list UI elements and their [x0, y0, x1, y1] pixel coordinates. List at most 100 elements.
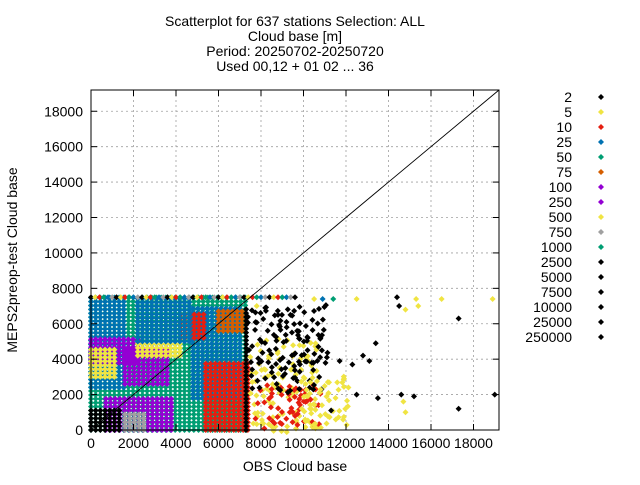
data-point-250 — [163, 407, 170, 414]
data-point-500 — [278, 428, 285, 435]
data-point-50 — [181, 391, 188, 398]
data-point-5 — [102, 350, 109, 357]
data-point-25 — [176, 334, 183, 341]
legend-label: 100 — [549, 179, 573, 195]
data-point-2500 — [287, 387, 294, 394]
data-point-75 — [220, 312, 227, 319]
data-point-25 — [236, 348, 243, 355]
data-point-25 — [116, 380, 123, 387]
data-point-50 — [172, 372, 179, 379]
data-point-25 — [222, 332, 229, 339]
data-point-10 — [221, 415, 228, 422]
data-point-10 — [191, 315, 198, 322]
data-point-10 — [207, 423, 214, 430]
y-tick-label: 16000 — [44, 139, 83, 155]
data-point-25 — [194, 375, 201, 382]
data-point-50 — [195, 415, 202, 422]
data-point-25 — [199, 348, 206, 355]
data-point-25 — [134, 311, 141, 318]
data-point-50 — [172, 419, 179, 426]
data-point-500 — [254, 409, 261, 416]
data-point-50 — [237, 298, 244, 305]
data-point-250 — [126, 361, 133, 368]
data-point-10 — [212, 360, 219, 367]
data-point-50 — [195, 419, 202, 426]
data-point-10 — [200, 334, 207, 341]
data-point-50 — [172, 411, 179, 418]
data-point-75 — [215, 327, 222, 334]
data-point-10 — [226, 368, 233, 375]
x-tick-label: 2000 — [118, 435, 149, 451]
data-point-25 — [167, 330, 174, 337]
data-point-50 — [97, 403, 104, 410]
data-point-750 — [109, 294, 116, 301]
data-point-25 — [167, 322, 174, 329]
x-tick-label: 10000 — [284, 435, 323, 451]
data-point-250 — [163, 399, 170, 406]
data-point-25 — [116, 329, 123, 336]
data-point-50 — [97, 388, 104, 395]
data-point-250 — [158, 419, 165, 426]
data-point-25 — [153, 330, 160, 337]
data-point-100 — [102, 340, 109, 347]
data-point-10 — [230, 407, 237, 414]
chart-title-line: Scatterplot for 637 stations Selection: … — [165, 13, 425, 29]
data-point-5 — [415, 303, 422, 310]
data-point-25 — [102, 314, 109, 321]
data-point-5000 — [243, 384, 250, 391]
data-point-10 — [278, 391, 285, 398]
data-point-10 — [221, 360, 228, 367]
data-point-25 — [148, 334, 155, 341]
data-point-10 — [207, 364, 214, 371]
data-point-25 — [158, 311, 165, 318]
data-point-250 — [136, 380, 143, 387]
data-point-2500 — [296, 368, 303, 375]
data-point-10 — [216, 364, 223, 371]
data-point-25 — [162, 322, 169, 329]
data-point-500 — [262, 366, 269, 373]
data-point-2500 — [317, 354, 324, 361]
data-point-2500 — [262, 340, 269, 347]
data-point-2500 — [291, 321, 298, 328]
data-point-25 — [120, 329, 127, 336]
data-point-2 — [92, 407, 99, 414]
data-point-50 — [186, 368, 193, 375]
legend-label: 75 — [556, 164, 572, 180]
data-point-25 — [283, 294, 290, 301]
data-point-25 — [97, 306, 104, 313]
data-point-25 — [111, 384, 118, 391]
data-point-2500 — [320, 326, 327, 333]
data-point-25 — [176, 299, 183, 306]
legend-marker — [598, 334, 604, 340]
data-point-50 — [106, 391, 113, 398]
data-point-250 — [107, 403, 114, 410]
y-tick-label: 10000 — [44, 245, 83, 261]
data-point-25 — [199, 305, 206, 312]
data-point-10 — [221, 376, 228, 383]
data-point-10 — [195, 331, 202, 338]
data-point-250 — [145, 369, 152, 376]
data-point-50 — [153, 391, 160, 398]
data-point-10 — [207, 415, 214, 422]
data-point-25 — [194, 360, 201, 367]
data-points — [88, 294, 498, 436]
data-point-50 — [176, 368, 183, 375]
data-point-10 — [216, 372, 223, 379]
data-point-2500 — [294, 327, 301, 334]
data-point-25 — [218, 336, 225, 343]
data-point-50 — [186, 380, 193, 387]
data-point-2 — [292, 294, 298, 301]
data-point-10 — [235, 380, 242, 387]
data-point-500 — [334, 379, 341, 386]
data-point-25 — [172, 326, 179, 333]
data-point-25 — [120, 314, 127, 321]
data-point-25 — [92, 329, 99, 336]
data-point-10 — [216, 403, 223, 410]
data-point-25 — [102, 298, 109, 305]
data-point-250 — [140, 369, 147, 376]
data-point-250 — [145, 377, 152, 384]
data-point-2500 — [247, 359, 254, 366]
data-point-2500 — [279, 354, 286, 361]
data-point-75 — [234, 316, 241, 323]
data-point-5 — [97, 354, 104, 361]
